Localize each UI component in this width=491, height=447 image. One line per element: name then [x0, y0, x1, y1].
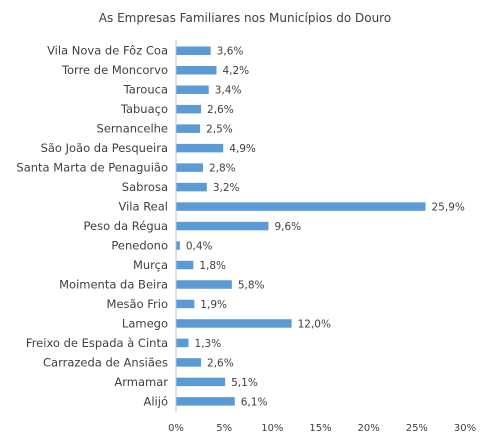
category-label: Alijó [144, 394, 169, 408]
data-label: 3,2% [213, 182, 240, 194]
x-tick-label: 15% [309, 423, 331, 434]
data-label: 1,9% [200, 299, 227, 311]
category-label: Mesão Frio [107, 297, 168, 311]
bar [176, 299, 195, 309]
category-label: Santa Marta de Penaguião [16, 161, 168, 175]
category-label: Peso da Régua [84, 219, 168, 233]
bar [176, 358, 202, 367]
bars-group: Vila Nova de Fôz Coa 3,6% Torre de Moncorv… [16, 44, 464, 409]
category-label: Vila Nova de Fôz Coa [47, 44, 168, 58]
data-label: 4,2% [222, 65, 249, 77]
bar [176, 163, 203, 172]
bar [176, 46, 211, 55]
category-label: Vila Real [119, 200, 169, 214]
bar [176, 221, 269, 231]
category-label: Sernancelhe [97, 122, 168, 136]
category-label: Lamego [122, 316, 168, 330]
data-label: 12,0% [298, 318, 331, 330]
x-tick-label: 30% [454, 423, 476, 434]
category-label: Penedono [111, 239, 168, 253]
bar [176, 241, 180, 250]
bar [176, 202, 426, 211]
bar [176, 182, 207, 192]
data-label: 25,9% [432, 202, 465, 214]
data-label: 5,8% [238, 280, 265, 292]
category-label: Sabrosa [122, 180, 168, 194]
chart-title: As Empresas Familiares nos Municípios do… [99, 11, 391, 25]
data-label: 1,3% [195, 338, 222, 350]
bar [176, 143, 224, 153]
category-label: Murça [133, 258, 168, 272]
data-label: 3,4% [215, 85, 242, 97]
category-label: Tarouca [123, 83, 168, 97]
bar [176, 124, 201, 133]
x-tick-label: 0% [168, 423, 184, 434]
data-label: 2,6% [207, 357, 234, 369]
category-label: Torre de Moncorvo [61, 63, 168, 77]
x-tick-label: 20% [358, 423, 380, 434]
category-label: Carrazeda de Ansiães [43, 355, 168, 369]
bar [176, 260, 194, 270]
bar [176, 319, 292, 328]
x-axis-ticks: 0% 5% 10% 15% 20% 25% 30% [168, 423, 476, 434]
bar [176, 280, 232, 289]
category-label: Freixo de Espada à Cinta [26, 336, 168, 350]
data-label: 9,6% [274, 221, 301, 233]
data-label: 0,4% [186, 241, 213, 253]
data-label: 3,6% [217, 46, 244, 58]
bar [176, 85, 209, 94]
data-label: 1,8% [199, 260, 226, 272]
bar [176, 397, 235, 406]
category-label: Armamar [114, 375, 168, 389]
data-label: 4,9% [229, 143, 256, 155]
x-tick-label: 10% [261, 423, 283, 434]
x-tick-label: 25% [406, 423, 428, 434]
data-label: 2,6% [207, 104, 234, 116]
category-label: São João da Pesqueira [41, 141, 168, 155]
bar [176, 104, 202, 114]
data-label: 6,1% [241, 396, 268, 408]
data-label: 2,8% [209, 163, 236, 175]
data-label: 5,1% [231, 377, 258, 389]
x-tick-label: 5% [216, 423, 232, 434]
category-label: Tabuaço [120, 102, 168, 116]
data-label: 2,5% [206, 124, 233, 136]
bar [176, 65, 217, 75]
bar [176, 377, 226, 387]
bar [176, 338, 189, 348]
category-label: Moimenta da Beira [59, 278, 168, 292]
